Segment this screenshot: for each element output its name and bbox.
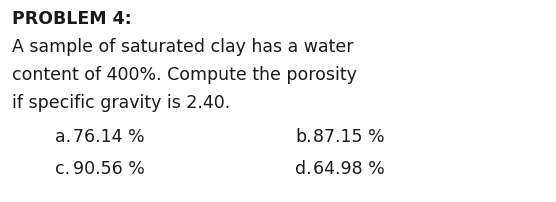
Text: A sample of saturated clay has a water: A sample of saturated clay has a water <box>12 38 354 56</box>
Text: 87.15 %: 87.15 % <box>313 127 385 145</box>
Text: 76.14 %: 76.14 % <box>73 127 145 145</box>
Text: if specific gravity is 2.40.: if specific gravity is 2.40. <box>12 94 230 112</box>
Text: 64.98 %: 64.98 % <box>313 159 385 177</box>
Text: content of 400%. Compute the porosity: content of 400%. Compute the porosity <box>12 66 357 84</box>
Text: a.: a. <box>55 127 71 145</box>
Text: d.: d. <box>295 159 311 177</box>
Text: PROBLEM 4:: PROBLEM 4: <box>12 10 132 28</box>
Text: 90.56 %: 90.56 % <box>73 159 145 177</box>
Text: b.: b. <box>295 127 311 145</box>
Text: c.: c. <box>55 159 70 177</box>
